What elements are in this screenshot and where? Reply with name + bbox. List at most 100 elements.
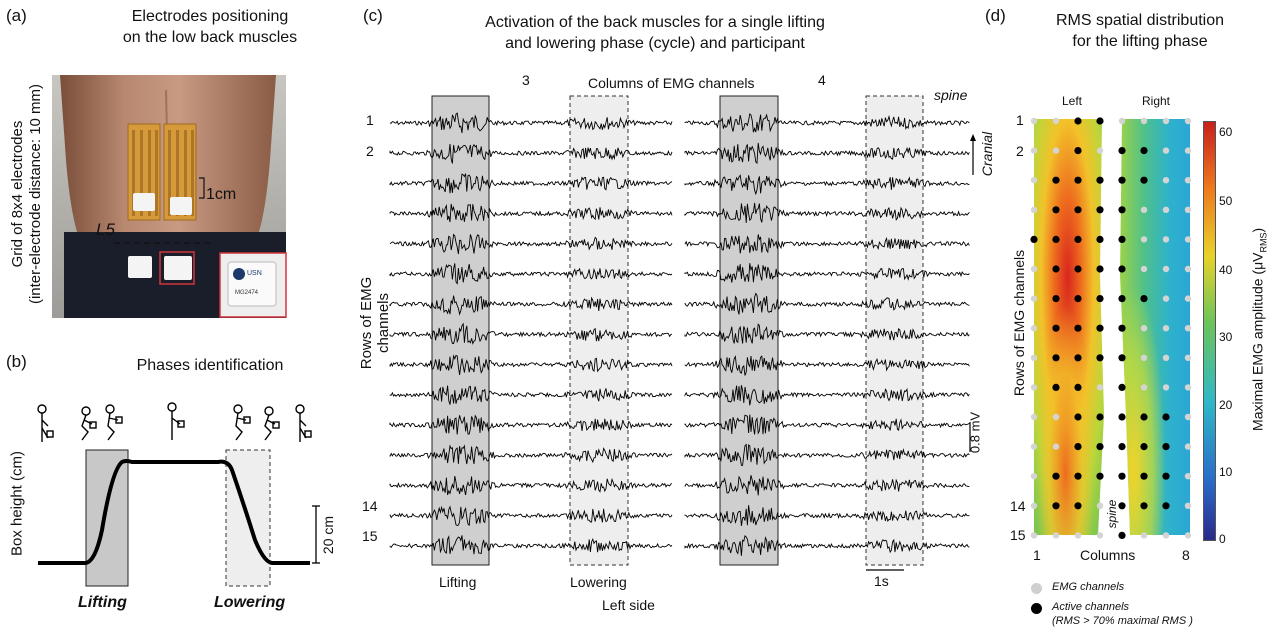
emg-channel-dot (1162, 206, 1170, 213)
emg-channel-dot (1030, 443, 1038, 450)
legend-active-dot (1031, 603, 1042, 614)
active-channel-dot (1118, 206, 1126, 214)
active-channel-dot (1052, 502, 1060, 510)
emg-trace (389, 385, 673, 405)
stick-figures (37, 402, 312, 442)
emg-trace (684, 475, 970, 496)
emg-channel-dot (1184, 325, 1192, 332)
emg-channel-dot (1074, 532, 1082, 539)
active-channel-dot (1096, 324, 1104, 332)
active-channel-dot (1096, 265, 1104, 273)
panel-d-label: (d) (985, 6, 1006, 25)
cb-tick-50: 50 (1219, 194, 1233, 208)
panel-a-photo (52, 75, 287, 318)
active-channel-dot (1140, 295, 1148, 303)
cb-tick-20: 20 (1219, 398, 1233, 412)
emg-trace (389, 295, 673, 316)
trace-group (389, 112, 970, 556)
emg-trace (389, 233, 673, 255)
emg-channel-dot (1162, 384, 1170, 391)
emg-channel-dot (1184, 443, 1192, 450)
rms-heatmap (1030, 117, 1192, 539)
emg-channel-dot (1030, 502, 1038, 509)
emg-traces (389, 95, 976, 571)
emg-channel-dot (1184, 117, 1192, 125)
active-channel-dot (1052, 235, 1060, 243)
emg-channel-dot (1052, 413, 1060, 421)
emg-trace (389, 263, 673, 285)
active-channel-dot (1118, 147, 1126, 155)
emg-trace (389, 476, 673, 496)
emg-channel-dot (1184, 502, 1192, 509)
emg-channel-dot (1030, 384, 1038, 391)
emg-channel-dot (1162, 265, 1170, 273)
emg-channel-dot (1184, 177, 1192, 184)
panel-c-title: Activation of the back muscles for a sin… (430, 12, 880, 54)
panel-c-side: Left side (602, 597, 655, 613)
emg-channel-dot (1184, 354, 1192, 361)
panel-b-scale: 20 cm (320, 515, 336, 555)
active-channel-dot (1118, 176, 1126, 184)
row-label-14: 14 (362, 498, 378, 514)
colorbar-label-close: ) (1249, 227, 1266, 233)
legend-emg-text: EMG channels (1052, 581, 1125, 593)
active-channel-dot (1140, 176, 1148, 184)
emg-channel-dot (1140, 325, 1148, 332)
side-label-line1: Grid of 8x4 electrodes (9, 120, 26, 268)
panel-d-title-line2: for the lifting phase (1072, 33, 1208, 50)
emg-trace (389, 505, 673, 527)
emg-channel-dot (1030, 473, 1038, 480)
inset-brand: USN (247, 270, 262, 277)
active-channel-dot (1074, 502, 1082, 510)
emg-channel-dot (1052, 117, 1060, 125)
colorbar-label: Maximal EMG amplitude (μVRMS) (1250, 204, 1269, 454)
scale-1cm: 1cm (206, 186, 237, 203)
active-channel-dot (1140, 502, 1148, 510)
emg-trace (684, 323, 970, 344)
active-channel-dot (1096, 295, 1104, 303)
active-channel-dot (1074, 443, 1082, 451)
active-channel-dot (1074, 265, 1082, 273)
emg-trace (684, 234, 970, 254)
emg-channel-dot (1162, 236, 1170, 243)
emg-channel-dot (1030, 117, 1038, 125)
spine-label: spine (934, 87, 968, 103)
panel-a-title-line2: on the low back muscles (122, 29, 298, 46)
active-channel-dot (1162, 413, 1170, 421)
emg-channel-dot (1162, 295, 1170, 302)
active-channel-dot (1074, 117, 1082, 125)
active-channel-dot (1096, 413, 1104, 421)
emg-channel-dot (1140, 354, 1148, 361)
cb-tick-40: 40 (1219, 263, 1233, 277)
heatmap-left-label: Left (1062, 94, 1083, 108)
active-channel-dot (1052, 324, 1060, 332)
emg-channel-dot (1052, 532, 1060, 539)
active-channel-dot (1096, 117, 1104, 125)
emg-trace (684, 112, 970, 133)
colorbar-label-sub: RMS (1258, 232, 1269, 253)
emg-trace (389, 354, 673, 375)
emg-channel-dot (1096, 532, 1104, 539)
panel-c-lowering: Lowering (570, 574, 627, 590)
emg-channel-dot (1096, 502, 1104, 509)
emg-trace (684, 385, 970, 406)
panel-c-title-line1: Activation of the back muscles for a sin… (485, 14, 825, 31)
heatmap-right-label: Right (1142, 94, 1171, 108)
active-channel-dot (1118, 531, 1126, 539)
active-channel-dot (1118, 413, 1126, 421)
cranial-label: Cranial (979, 131, 995, 177)
emg-channel-dot (1096, 147, 1104, 154)
emg-channel-dot (1030, 265, 1038, 273)
active-channel-dot (1140, 472, 1148, 480)
emg-channel-dot (1184, 532, 1192, 539)
active-channel-dot (1030, 235, 1038, 243)
active-channel-dot (1074, 413, 1082, 421)
active-channel-dot (1096, 472, 1104, 480)
emg-channel-dot (1162, 117, 1170, 125)
emg-channel-dot (1030, 354, 1038, 361)
d-row-label-1: 1 (1016, 112, 1024, 128)
colorbar-label-text: Maximal EMG amplitude (μV (1249, 252, 1266, 431)
active-channel-dot (1074, 472, 1082, 480)
panel-a-title-line1: Electrodes positioning (131, 8, 289, 25)
panel-b-lowering: Lowering (214, 594, 286, 611)
